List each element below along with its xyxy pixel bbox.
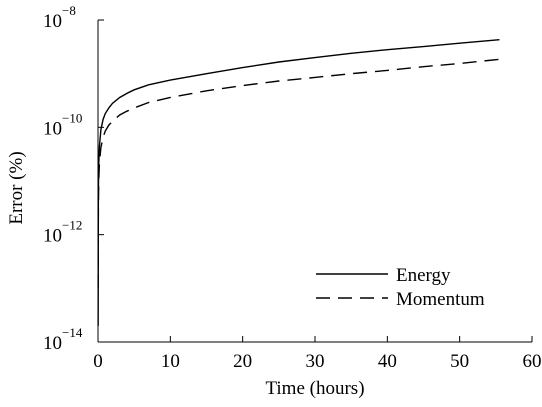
x-tick-label: 10 bbox=[161, 351, 180, 372]
y-tick-label-exponent: −12 bbox=[62, 218, 82, 233]
series-line-energy bbox=[97, 38, 500, 326]
y-tick-label-exponent: −14 bbox=[62, 325, 83, 340]
x-tick-label: 20 bbox=[233, 351, 252, 372]
series-lines bbox=[97, 38, 500, 326]
legend-label-momentum: Momentum bbox=[396, 289, 485, 310]
y-axis-label: Error (%) bbox=[6, 151, 27, 224]
x-tick-label: 0 bbox=[93, 351, 103, 372]
y-tick-label: 10−12 bbox=[43, 218, 82, 247]
y-tick-label: 10−8 bbox=[43, 3, 76, 32]
x-tick-label: 40 bbox=[378, 351, 397, 372]
series-line-momentum bbox=[97, 58, 500, 289]
x-axis-label: Time (hours) bbox=[265, 378, 364, 399]
y-tick-label-base: 10 bbox=[43, 118, 62, 139]
y-tick-label-base: 10 bbox=[43, 11, 62, 32]
y-tick-label-exponent: −8 bbox=[62, 3, 76, 18]
y-tick-label-exponent: −10 bbox=[62, 110, 82, 125]
y-tick-label-base: 10 bbox=[43, 333, 62, 354]
x-tick-label: 50 bbox=[450, 351, 469, 372]
y-tick-label: 10−14 bbox=[43, 325, 83, 354]
legend-label-energy: Energy bbox=[396, 265, 451, 286]
y-tick-label-base: 10 bbox=[43, 226, 62, 247]
y-tick-label: 10−10 bbox=[43, 110, 82, 139]
legend: Energy Momentum bbox=[316, 265, 485, 310]
tick-marks bbox=[97, 19, 533, 343]
x-tick-label: 30 bbox=[306, 351, 325, 372]
x-tick-label: 60 bbox=[523, 351, 542, 372]
